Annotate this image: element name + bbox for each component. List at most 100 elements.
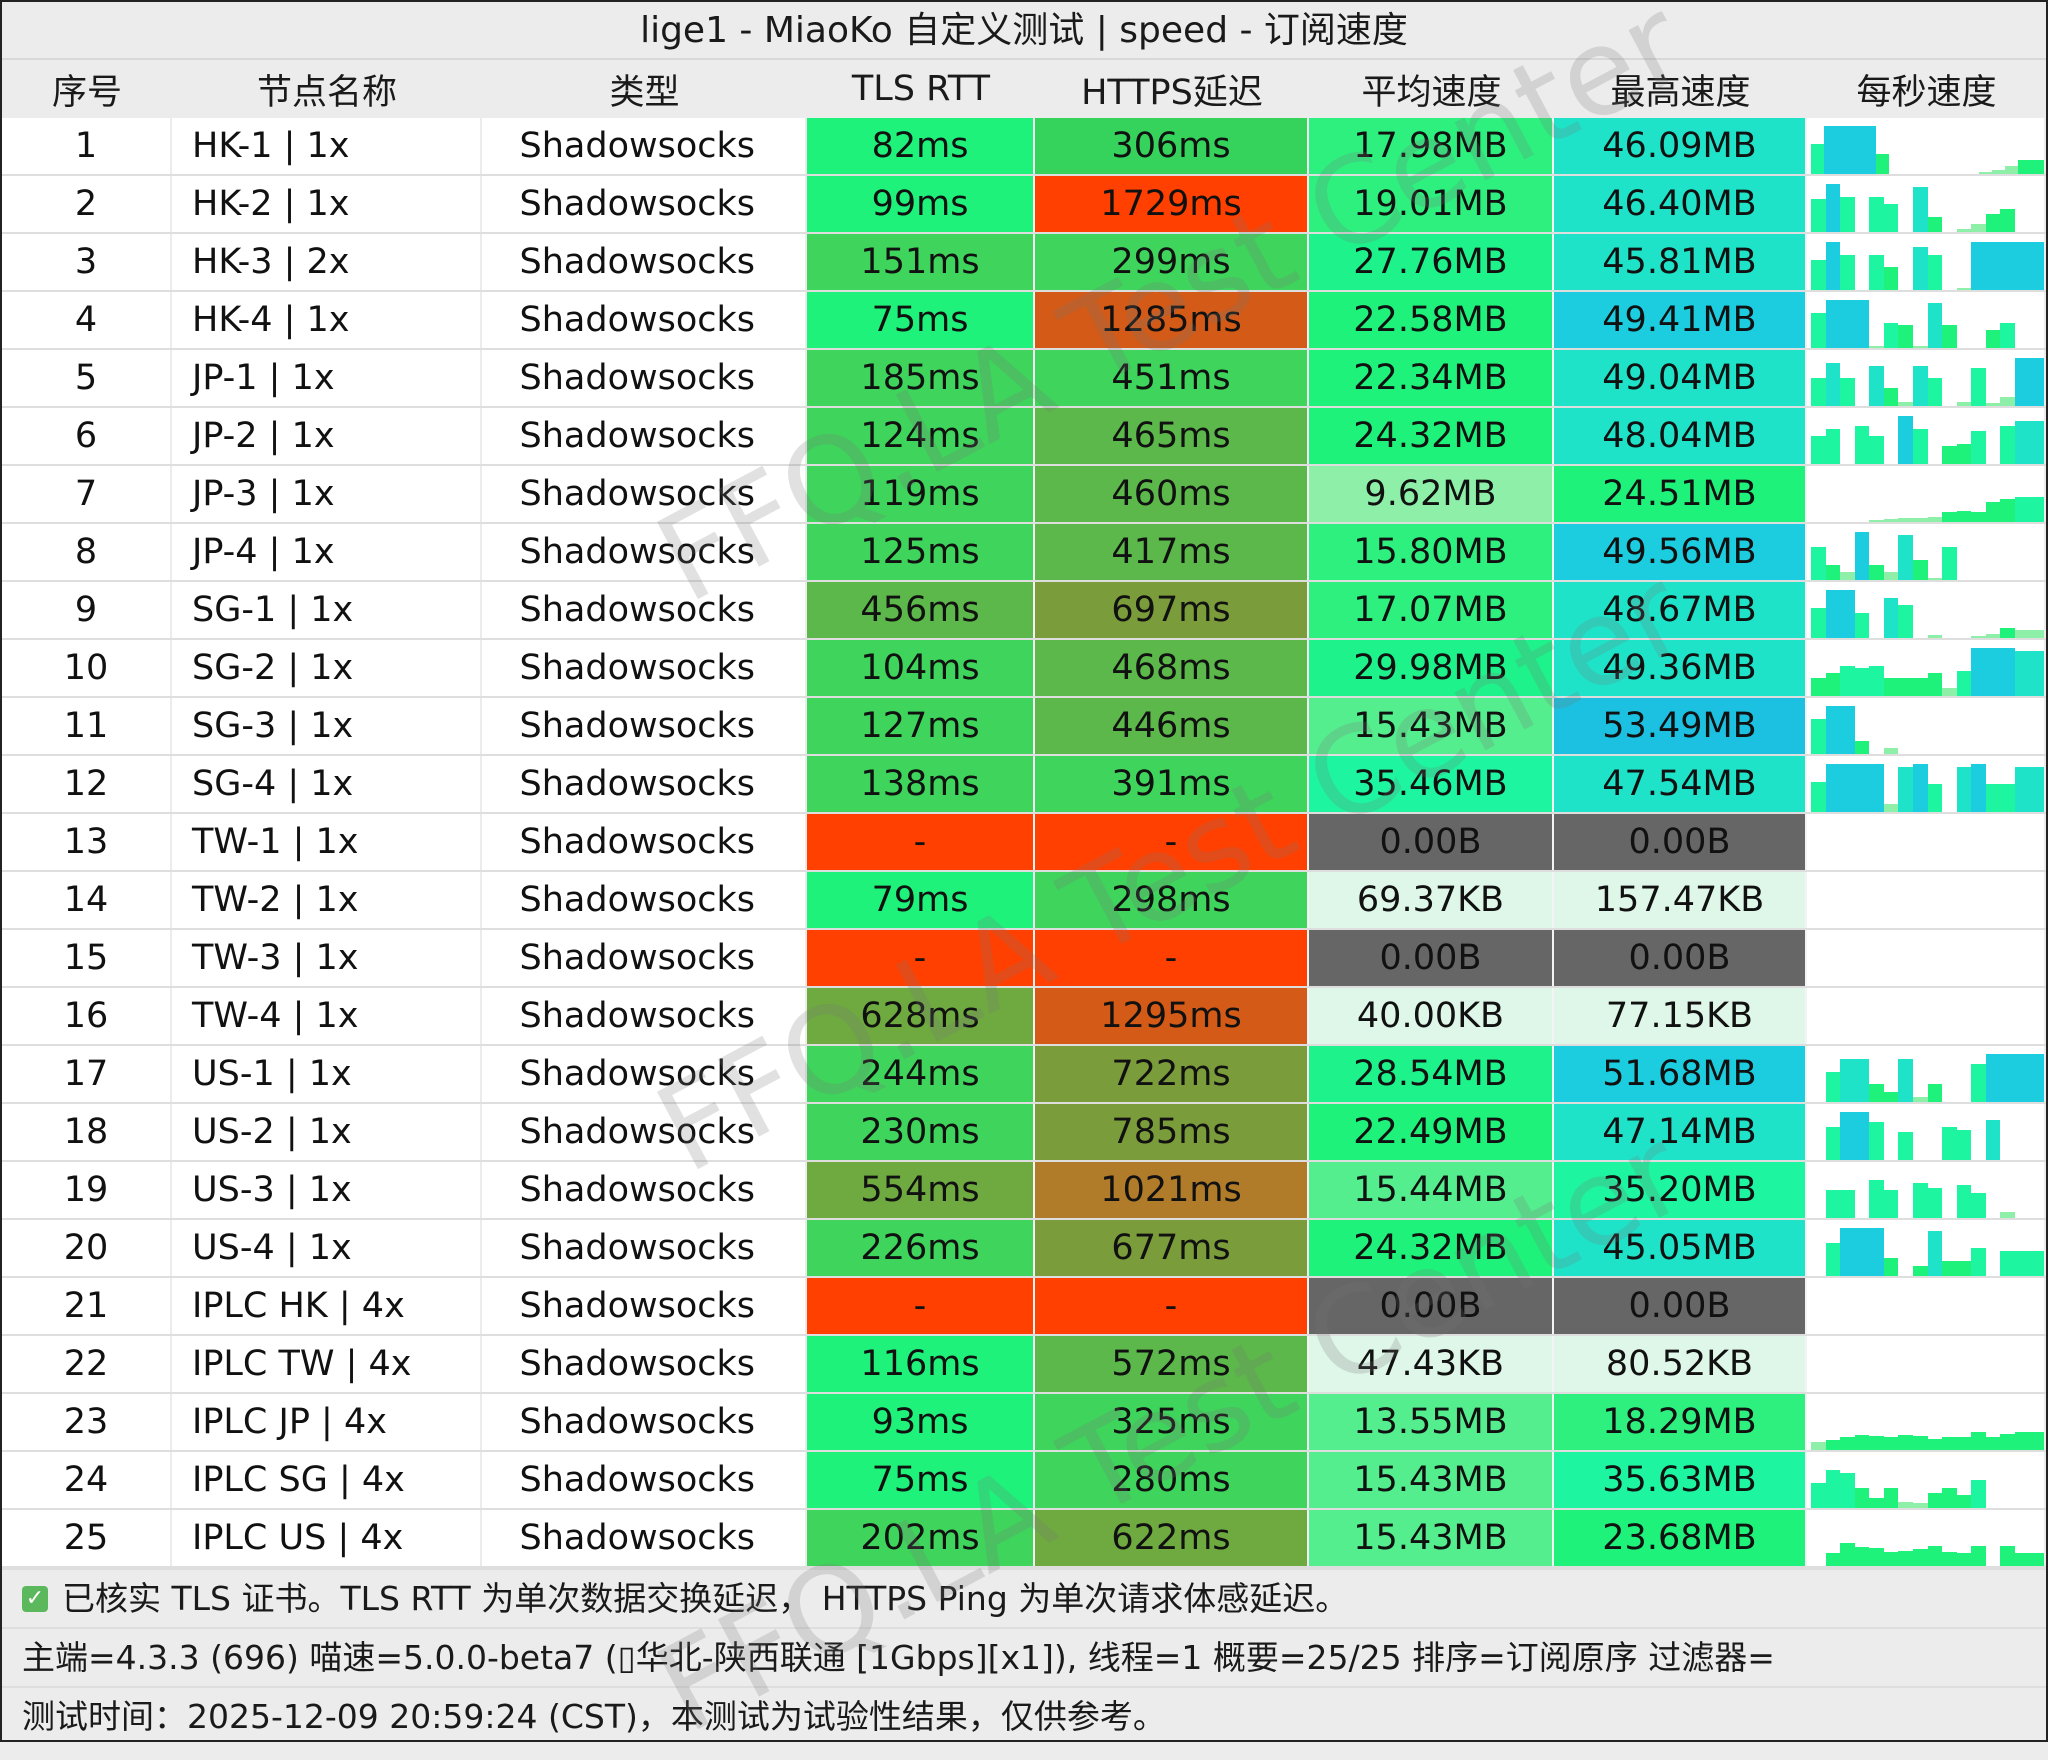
sparkline-bar (1883, 748, 1899, 754)
sparkline-bar (1927, 1188, 1943, 1218)
cell-tls-rtt: 138ms (807, 756, 1035, 812)
cell-node-name: US-4 | 1x (172, 1220, 482, 1276)
table-row[interactable]: 8 JP-4 | 1x Shadowsocks 125ms 417ms 15.80MB 49… (2, 524, 2046, 582)
sparkline-bar (1898, 416, 1913, 464)
cell-avg-speed: 28.54MB (1309, 1046, 1554, 1102)
table-row[interactable]: 12 SG-4 | 1x Shadowsocks 138ms 391ms 35.46MB 4… (2, 756, 2046, 814)
per-second-speed-sparkline (1807, 756, 2046, 812)
cell-avg-speed: 9.62MB (1309, 466, 1554, 522)
table-row[interactable]: 18 US-2 | 1x Shadowsocks 230ms 785ms 22.49MB 4… (2, 1104, 2046, 1162)
table-row[interactable]: 15 TW-3 | 1x Shadowsocks - -0.00B 0.00B (2, 930, 2046, 988)
sparkline-bar (1840, 706, 1855, 754)
sparkline-bar (2029, 421, 2044, 464)
table-row[interactable]: 24 IPLC SG | 4x Shadowsocks 75ms 280ms 15.43M… (2, 1452, 2046, 1510)
cell-https-latency: 722ms (1035, 1046, 1309, 1102)
sparkline-bar (1811, 678, 1826, 696)
sparkline-bar (1985, 648, 2001, 696)
table-row[interactable]: 1 HK-1 | 1x Shadowsocks 82ms 306ms 17.98MB 46.… (2, 118, 2046, 176)
cell-index: 25 (2, 1510, 172, 1566)
sparkline-bar (1869, 520, 1884, 522)
sparkline-bar (1912, 346, 1928, 348)
cell-type: Shadowsocks (482, 1336, 807, 1392)
sparkline-bar (1956, 1185, 1972, 1218)
sparkline-bar (1883, 1488, 1899, 1508)
table-row[interactable]: 9 SG-1 | 1x Shadowsocks 456ms 697ms 17.07MB 48… (2, 582, 2046, 640)
cell-https-latency: 446ms (1035, 698, 1309, 754)
cell-node-name: US-3 | 1x (172, 1162, 482, 1218)
per-second-speed-sparkline (1807, 872, 2046, 928)
sparkline-bar (1956, 229, 1972, 232)
sparkline-bar (1942, 1127, 1957, 1160)
cell-https-latency: 280ms (1035, 1452, 1309, 1508)
table-row[interactable]: 21 IPLC HK | 4x Shadowsocks - -0.00B 0.00B (2, 1278, 2046, 1336)
table-row[interactable]: 11 SG-3 | 1x Shadowsocks 127ms 446ms 15.43MB 5… (2, 698, 2046, 756)
table-row[interactable]: 4 HK-4 | 1x Shadowsocks 75ms 1285ms 22.58MB 49… (2, 292, 2046, 350)
table-row[interactable]: 6 JP-2 | 1x Shadowsocks 124ms 465ms 24.32MB 48… (2, 408, 2046, 466)
table-row[interactable]: 19 US-3 | 1x Shadowsocks 554ms 1021ms 15.44MB… (2, 1162, 2046, 1220)
cell-index: 12 (2, 756, 172, 812)
sparkline-bar (1811, 436, 1826, 464)
sparkline-bar (1811, 260, 1826, 290)
sparkline-bar (1825, 1440, 1841, 1450)
cell-type: Shadowsocks (482, 814, 807, 870)
sparkline-bar (1883, 267, 1899, 290)
cell-node-name: IPLC HK | 4x (172, 1278, 482, 1334)
cell-index: 17 (2, 1046, 172, 1102)
sparkline-bar (1840, 1228, 1855, 1276)
table-row[interactable]: 14 TW-2 | 1x Shadowsocks 79ms 298ms 69.37KB 15… (2, 872, 2046, 930)
sparkline-bar (2000, 209, 2015, 232)
sparkline-bar (1927, 578, 1943, 580)
sparkline-bar (1927, 217, 1943, 232)
table-row[interactable]: 3 HK-3 | 2x Shadowsocks 151ms 299ms 27.76MB 45… (2, 234, 2046, 292)
cell-avg-speed: 22.34MB (1309, 350, 1554, 406)
cell-https-latency: 1021ms (1035, 1162, 1309, 1218)
sparkline-bar (1956, 444, 1972, 464)
cell-type: Shadowsocks (482, 930, 807, 986)
sparkline-bar (1825, 242, 1841, 290)
sparkline-bar (1942, 325, 1957, 348)
per-second-speed-sparkline (1807, 408, 2046, 464)
cell-type: Shadowsocks (482, 1220, 807, 1276)
cell-type: Shadowsocks (482, 872, 807, 928)
table-row[interactable]: 17 US-1 | 1x Shadowsocks 244ms 722ms 28.54MB 5… (2, 1046, 2046, 1104)
col-max-speed: 最高速度 (1610, 72, 1751, 113)
sparkline-bar (1912, 429, 1928, 464)
table-row[interactable]: 20 US-4 | 1x Shadowsocks 226ms 677ms 24.32MB 4… (2, 1220, 2046, 1278)
table-row[interactable]: 13 TW-1 | 1x Shadowsocks - -0.00B 0.00B (2, 814, 2046, 872)
cell-tls-rtt: 456ms (807, 582, 1035, 638)
cell-type: Shadowsocks (482, 234, 807, 290)
sparkline-bar (1912, 678, 1928, 696)
per-second-speed-sparkline (1807, 524, 2046, 580)
cell-https-latency: 697ms (1035, 582, 1309, 638)
table-row[interactable]: 25 IPLC US | 4x Shadowsocks 202ms 622ms 15.43… (2, 1510, 2046, 1568)
sparkline-bar (1883, 804, 1899, 812)
table-row[interactable]: 16 TW-4 | 1x Shadowsocks 628ms 1295ms 40.00KB… (2, 988, 2046, 1046)
sparkline-bar (1898, 1132, 1913, 1160)
sparkline-bar (1869, 764, 1884, 812)
table-row[interactable]: 10 SG-2 | 1x Shadowsocks 104ms 468ms 29.98MB 4… (2, 640, 2046, 698)
cell-index: 19 (2, 1162, 172, 1218)
sparkline-bar (1898, 402, 1913, 406)
table-row[interactable]: 7 JP-3 | 1x Shadowsocks 119ms 460ms 9.62MB 24.… (2, 466, 2046, 524)
sparkline-bar (1898, 605, 1913, 638)
sparkline-bar (1825, 1243, 1841, 1276)
sparkline-bar (1869, 346, 1884, 348)
cell-avg-speed: 47.43KB (1309, 1336, 1554, 1392)
cell-node-name: IPLC JP | 4x (172, 1394, 482, 1450)
sparkline-bar (1971, 224, 1986, 232)
table-row[interactable]: 22 IPLC TW | 4x Shadowsocks 116ms 572ms 47.43… (2, 1336, 2046, 1394)
sparkline-bar (2000, 426, 2015, 464)
table-row[interactable]: 5 JP-1 | 1x Shadowsocks 185ms 451ms 22.34MB 49… (2, 350, 2046, 408)
sparkline-bar (1985, 784, 2001, 812)
cell-max-speed: 77.15KB (1554, 988, 1807, 1044)
sparkline-bar (1825, 1072, 1841, 1102)
table-row[interactable]: 23 IPLC JP | 4x Shadowsocks 93ms 325ms 13.55M… (2, 1394, 2046, 1452)
cell-node-name: HK-3 | 2x (172, 234, 482, 290)
cell-type: Shadowsocks (482, 1278, 807, 1334)
cell-avg-speed: 15.80MB (1309, 524, 1554, 580)
cell-avg-speed: 13.55MB (1309, 1394, 1554, 1450)
table-row[interactable]: 2 HK-2 | 1x Shadowsocks 99ms 1729ms 19.01MB 46… (2, 176, 2046, 234)
cell-avg-speed: 24.32MB (1309, 408, 1554, 464)
cell-index: 23 (2, 1394, 172, 1450)
